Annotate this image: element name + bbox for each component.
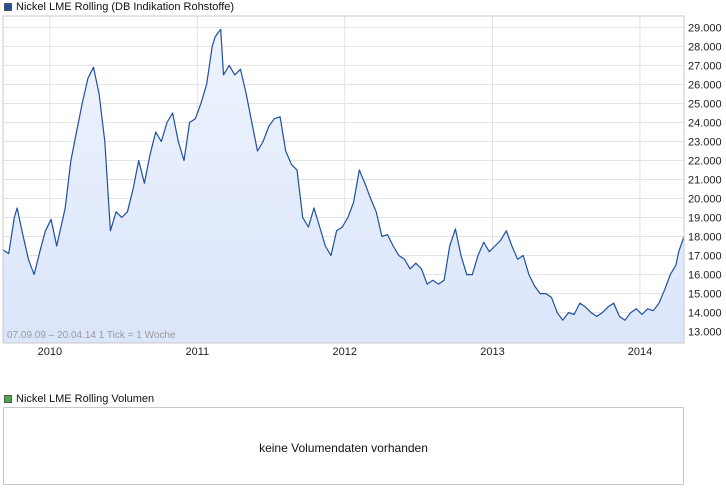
volume-series-swatch (4, 395, 12, 403)
y-tick-label: 18.000 (688, 232, 722, 244)
plot-border (2, 15, 685, 344)
x-tick-label: 2014 (628, 346, 652, 358)
price-legend: Nickel LME Rolling (DB Indikation Rohsto… (4, 0, 234, 14)
x-tick-label: 2012 (332, 346, 356, 358)
y-tick-label: 22.000 (688, 155, 722, 167)
y-tick-label: 28.000 (688, 41, 722, 53)
x-tick-label: 2013 (480, 346, 504, 358)
price-chart-title: Nickel LME Rolling (DB Indikation Rohsto… (16, 1, 235, 13)
x-tick-label: 2011 (185, 346, 209, 358)
y-tick-label: 21.000 (688, 175, 722, 187)
price-area (3, 29, 684, 344)
y-tick-label: 26.000 (688, 79, 722, 91)
y-tick-label: 19.000 (688, 213, 722, 225)
y-tick-label: 20.000 (688, 194, 722, 206)
y-tick-label: 25.000 (688, 98, 722, 110)
price-chart: 13.000 14.000 15.000 16.000 17.000 18.000 19.0… (2, 15, 722, 358)
no-volume-message: keine Volumendaten vorhanden (259, 441, 428, 455)
y-tick-label: 27.000 (688, 60, 722, 72)
y-tick-label: 15.000 (688, 289, 722, 301)
volume-legend: Nickel LME Rolling Volumen (4, 392, 154, 406)
y-tick-label: 29.000 (688, 22, 722, 34)
x-tick-label: 2010 (38, 346, 62, 358)
date-range-info: 07.09.09 – 20.04.14 1 Tick = 1 Woche (7, 330, 176, 341)
price-series-swatch (4, 3, 12, 11)
y-tick-label: 23.000 (688, 136, 722, 148)
y-tick-label: 17.000 (688, 251, 722, 263)
volume-panel: keine Volumendaten vorhanden (3, 407, 684, 485)
volume-chart-title: Nickel LME Rolling Volumen (16, 393, 155, 405)
price-line (2, 28, 685, 321)
y-tick-label: 24.000 (688, 117, 722, 129)
y-tick-label: 13.000 (688, 327, 722, 339)
y-tick-label: 16.000 (688, 270, 722, 282)
y-tick-label: 14.000 (688, 308, 722, 320)
